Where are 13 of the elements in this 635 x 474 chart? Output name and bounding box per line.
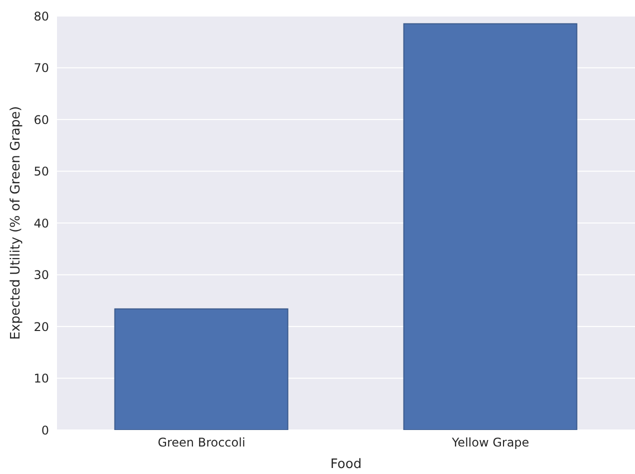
y-tick-label: 20 [34,320,49,334]
x-tick-label: Green Broccoli [158,436,246,450]
y-tick-label: 10 [34,372,49,386]
x-axis-title: Food [330,457,362,472]
y-tick-label: 80 [34,9,49,24]
y-tick-label: 60 [34,112,49,127]
y-axis-title: Expected Utility (% of Green Grape) [8,106,24,340]
x-tick-label: Yellow Grape [450,436,530,450]
y-tick-label: 30 [34,268,49,282]
y-tick-label: 70 [34,61,49,76]
y-tick-label: 50 [34,164,49,179]
y-tick-label: 40 [34,216,49,230]
y-tick-label: 0 [41,423,49,438]
